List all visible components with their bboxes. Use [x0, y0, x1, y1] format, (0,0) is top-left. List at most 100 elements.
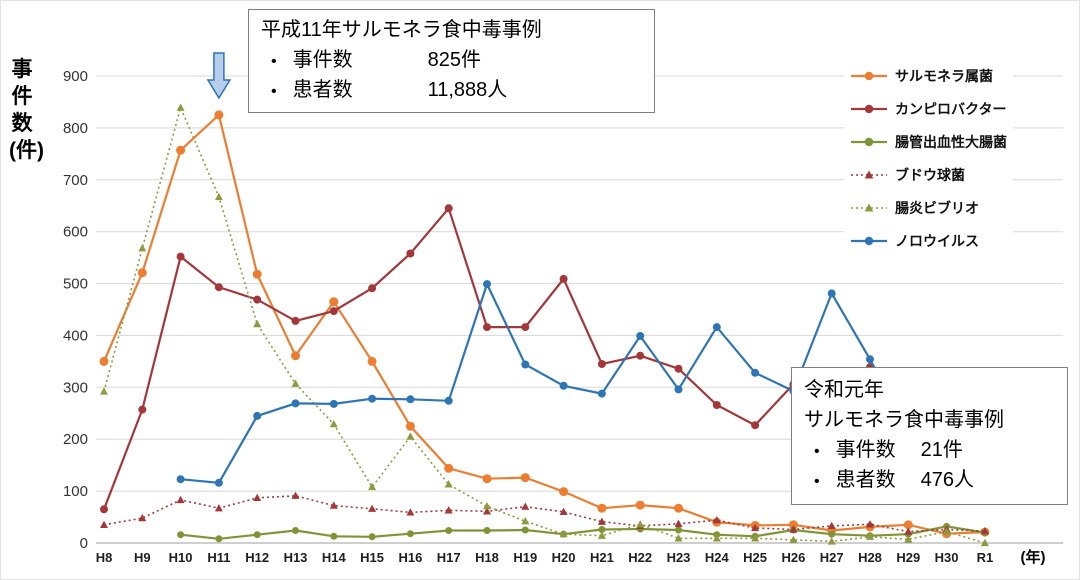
data-point [444, 506, 453, 514]
data-point [597, 360, 606, 368]
data-point [292, 527, 299, 534]
bullet-icon: • [271, 83, 277, 100]
x-tick-label: H15 [360, 550, 384, 565]
data-point [176, 103, 185, 111]
series-line [103, 494, 985, 533]
bullet-icon: • [271, 53, 277, 70]
x-tick-label: H24 [705, 550, 730, 565]
data-point [636, 520, 645, 528]
annotation-r1-cases: • 事件数 21件 [804, 435, 1055, 465]
y-tick-label: 300 [63, 379, 88, 396]
data-point [406, 432, 415, 440]
x-tick-label: H11 [207, 550, 230, 565]
series-line [180, 281, 986, 484]
legend-item: サルモネラ属菌 [850, 67, 1007, 84]
data-point [137, 268, 147, 278]
data-point [368, 394, 377, 403]
data-point [521, 502, 530, 510]
legend-item: ブドウ球菌 [850, 166, 1007, 183]
data-point [138, 405, 147, 414]
data-point [214, 504, 223, 512]
x-tick-label: R1 [977, 550, 994, 565]
x-tick-label: H13 [284, 550, 308, 565]
data-point [636, 351, 645, 360]
data-point [483, 323, 491, 332]
data-point [444, 396, 453, 405]
x-tick-label: H23 [667, 550, 691, 565]
legend-item: ノロウイルス [850, 232, 1007, 249]
x-tick-label: H16 [398, 550, 422, 565]
legend: サルモネラ属菌 カンピロバクター 腸管出血性大腸菌 ブドウ球菌 腸炎ビブリオ ノロウイルス [844, 64, 1013, 252]
data-point [176, 252, 185, 261]
series-line [180, 525, 986, 540]
data-point [291, 351, 300, 361]
data-point [866, 520, 874, 528]
data-point [405, 421, 415, 431]
legend-marker-icon [851, 137, 887, 146]
legend-item: カンピロバクター [850, 100, 1007, 117]
data-point [866, 355, 874, 364]
data-point [444, 480, 453, 488]
legend-item: 腸管出血性大腸菌 [850, 133, 1007, 150]
annotation-r1-title-line1: 令和元年 [804, 379, 884, 401]
y-tick-label: 400 [63, 327, 88, 344]
annotation-value: 11,888人 [427, 79, 508, 101]
data-point [712, 534, 721, 542]
data-point [751, 421, 760, 430]
data-point [177, 531, 185, 539]
data-point [751, 523, 760, 532]
data-point [406, 508, 415, 516]
data-point [368, 482, 377, 491]
data-point [215, 535, 223, 543]
data-point [904, 527, 913, 535]
annotation-h11-title: 平成11年サルモネラ食中毒事例 [261, 19, 542, 41]
data-point [675, 526, 682, 534]
annotation-r1-patients: • 患者数 476人 [804, 465, 1055, 495]
data-point [329, 307, 338, 316]
data-point [827, 537, 836, 545]
x-tick-label: H19 [513, 550, 537, 565]
data-point [597, 503, 607, 513]
data-point [483, 502, 491, 510]
data-point [406, 249, 415, 258]
data-point [214, 110, 224, 120]
x-tick-label: H8 [96, 550, 113, 565]
data-point [636, 332, 645, 340]
data-point [980, 526, 989, 535]
data-point [483, 527, 491, 534]
data-point [368, 284, 377, 293]
data-point [253, 319, 262, 328]
annotation-label: 事件数 [292, 49, 353, 71]
y-tick-label: 200 [63, 431, 88, 448]
data-point [176, 475, 185, 484]
data-point [751, 368, 760, 377]
data-point [559, 274, 568, 283]
x-tick-label: H20 [552, 550, 576, 565]
data-point [329, 297, 339, 307]
annotation-value: 825件 [427, 49, 481, 71]
x-tick-label: H28 [858, 550, 882, 565]
data-point [253, 411, 262, 420]
y-tick-label: 800 [63, 120, 88, 137]
bullet-icon: • [814, 443, 820, 460]
data-point [598, 526, 606, 533]
data-point [483, 507, 491, 515]
data-point [674, 364, 683, 373]
x-tick-label: H9 [134, 550, 151, 565]
data-point [176, 145, 186, 155]
legend-label: サルモネラ属菌 [895, 67, 993, 84]
annotation-h11-cases: • 事件数 825件 [261, 45, 642, 75]
data-point [866, 532, 874, 540]
y-tick-label: 0 [80, 535, 88, 552]
data-point [444, 204, 453, 213]
annotation-label: 事件数 [835, 439, 896, 461]
data-point [712, 401, 721, 409]
legend-marker-icon [851, 236, 887, 245]
legend-label: ノロウイルス [895, 232, 979, 249]
data-point [406, 530, 414, 538]
x-tick-label: H21 [590, 550, 614, 565]
data-point [483, 280, 491, 289]
data-point [942, 527, 951, 535]
data-point [827, 289, 836, 298]
